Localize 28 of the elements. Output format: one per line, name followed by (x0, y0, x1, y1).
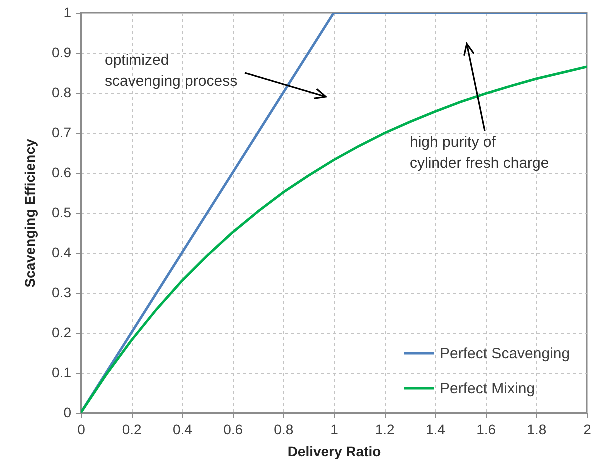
y-tick-label: 1 (64, 4, 72, 20)
x-axis-title: Delivery Ratio (288, 444, 382, 460)
y-tick-label: 0.1 (52, 364, 72, 380)
legend-label: Perfect Mixing (440, 380, 536, 398)
y-tick-label: 0.5 (52, 204, 72, 220)
x-tick-label: 1.4 (426, 422, 446, 438)
x-tick-label: 0.2 (122, 422, 142, 438)
y-tick-label: 0.9 (52, 44, 72, 60)
x-tick-label: 1 (330, 422, 339, 438)
x-tick-label: 2 (584, 422, 592, 438)
annotation: high purity of cylinder fresh charge (410, 134, 550, 172)
annotation: optimized scavenging process (105, 52, 238, 90)
x-tick-label: 0.8 (274, 422, 294, 438)
y-tick-label: 0.4 (52, 244, 72, 260)
x-tick-label: 1.8 (527, 422, 547, 438)
y-tick-label: 0.8 (52, 84, 72, 100)
y-tick-label: 0.3 (52, 284, 72, 300)
y-tick-label: 0.2 (52, 324, 72, 340)
x-tick-label: 0 (78, 422, 86, 438)
legend-label: Perfect Scavenging (440, 346, 570, 362)
x-tick-label: 0.4 (172, 422, 193, 438)
y-tick-label: 0.7 (52, 124, 72, 140)
y-axis-title: Scavenging Efficiency (22, 138, 38, 288)
y-tick-label: 0 (64, 404, 72, 420)
y-tick-label: 0.6 (52, 164, 72, 180)
x-tick-label: 0.6 (224, 422, 244, 438)
x-tick-label: 1.6 (476, 422, 496, 438)
x-tick-label: 1.2 (375, 422, 396, 438)
